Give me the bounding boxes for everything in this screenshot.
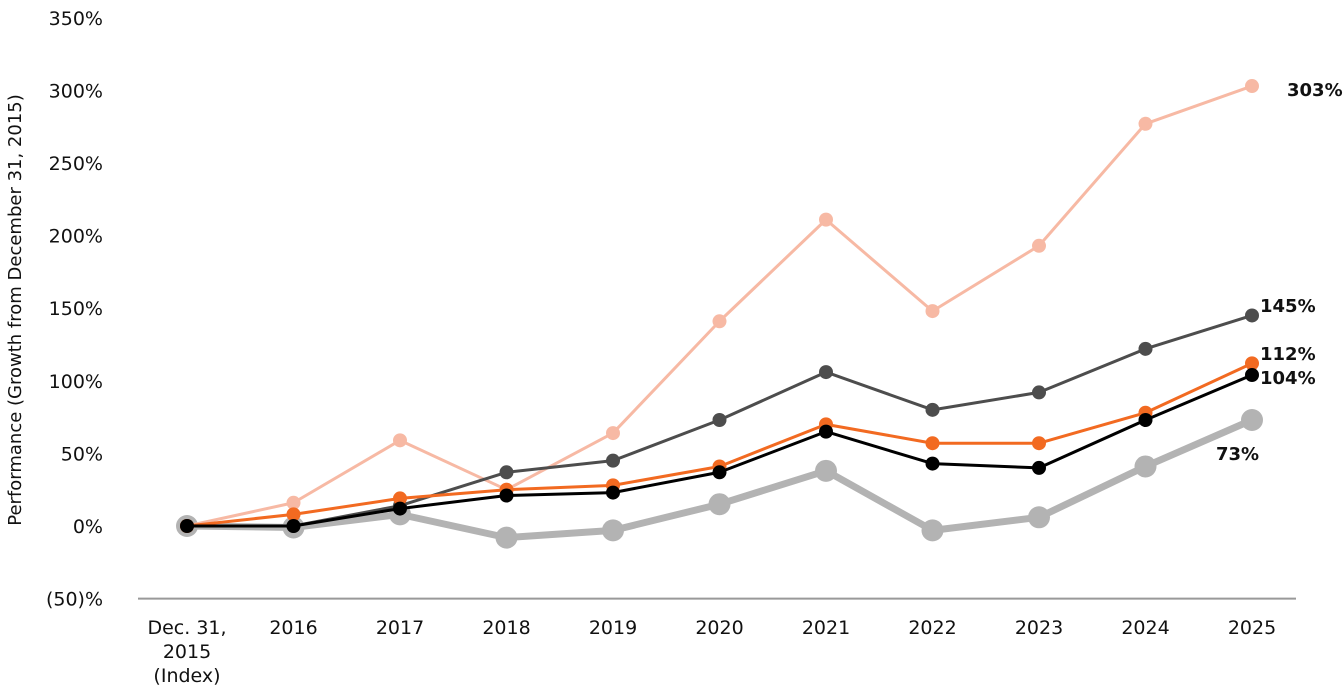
series-5 — [176, 409, 1263, 549]
data-point — [286, 507, 301, 522]
data-point — [815, 459, 837, 482]
data-point — [1241, 409, 1263, 432]
data-point — [1245, 356, 1259, 371]
y-tick-label: 0% — [73, 516, 103, 538]
y-axis-ticks: (50)% 0% 50% 100% 150% 200% 250% 300% 350% — [46, 8, 103, 611]
data-point — [925, 304, 940, 319]
data-point — [921, 519, 944, 542]
data-point — [1028, 506, 1050, 529]
data-point — [286, 519, 301, 533]
data-point — [606, 453, 620, 468]
y-tick-label: 200% — [49, 226, 103, 248]
data-point — [925, 402, 940, 417]
y-tick-label: 250% — [49, 153, 103, 175]
data-point — [499, 488, 514, 503]
data-point — [180, 519, 194, 533]
data-point — [1245, 367, 1259, 382]
series-4 — [180, 367, 1259, 533]
data-point — [1032, 436, 1046, 451]
data-point — [1032, 238, 1046, 253]
x-tick-label: 2019 — [589, 617, 637, 639]
x-tick-label: 2016 — [269, 617, 317, 639]
y-tick-label: 350% — [49, 8, 103, 30]
data-point — [1032, 385, 1046, 400]
x-tick-label: 2024 — [1121, 617, 1169, 639]
data-point — [499, 465, 514, 480]
data-point — [393, 491, 407, 506]
series-end-label: 104% — [1260, 368, 1316, 389]
data-point — [286, 495, 301, 510]
data-point — [819, 212, 833, 227]
x-tick-label: 2023 — [1015, 617, 1063, 639]
data-point — [606, 426, 620, 441]
y-tick-label: 100% — [49, 371, 103, 393]
data-point — [495, 526, 518, 549]
data-point — [708, 493, 731, 516]
data-point — [1138, 341, 1153, 356]
series-layer — [176, 79, 1263, 549]
x-tick-label: 2025 — [1228, 617, 1276, 639]
y-tick-label: 150% — [49, 298, 103, 320]
data-point — [602, 519, 624, 542]
data-point — [1138, 413, 1153, 428]
data-point — [925, 456, 940, 471]
data-point — [712, 314, 727, 329]
x-tick-label: Dec. 31, 2015 (Index) — [147, 617, 226, 687]
data-point — [1032, 460, 1046, 475]
x-axis-ticks: Dec. 31, 2015 (Index) 2016 2017 2018 2019 2020 2… — [147, 617, 1276, 687]
data-point — [712, 465, 727, 480]
data-point — [712, 413, 727, 428]
series-end-label: 112% — [1260, 344, 1316, 365]
x-tick-label: 2018 — [482, 617, 530, 639]
y-axis-title: Performance (Growth from December 31, 20… — [5, 94, 26, 526]
data-point — [1134, 455, 1157, 478]
data-point — [819, 424, 833, 439]
data-point — [393, 433, 407, 448]
series-end-label: 145% — [1260, 296, 1316, 317]
end-labels: 303% 145% 112% 104% 73% — [1216, 80, 1343, 465]
data-point — [1138, 116, 1153, 131]
series-end-label: 303% — [1287, 80, 1343, 101]
data-point — [925, 436, 940, 451]
data-point — [606, 485, 620, 500]
x-tick-label: 2020 — [695, 617, 743, 639]
x-tick-label: 2022 — [908, 617, 956, 639]
data-point — [1245, 79, 1259, 94]
series-end-label: 73% — [1216, 444, 1259, 465]
y-tick-label: 300% — [49, 80, 103, 102]
data-point — [393, 501, 407, 516]
x-tick-label: 2017 — [376, 617, 424, 639]
y-tick-label: (50)% — [46, 589, 103, 611]
data-point — [819, 365, 833, 380]
x-tick-label: 2021 — [802, 617, 850, 639]
data-point — [1245, 308, 1259, 323]
y-tick-label: 50% — [61, 443, 103, 465]
